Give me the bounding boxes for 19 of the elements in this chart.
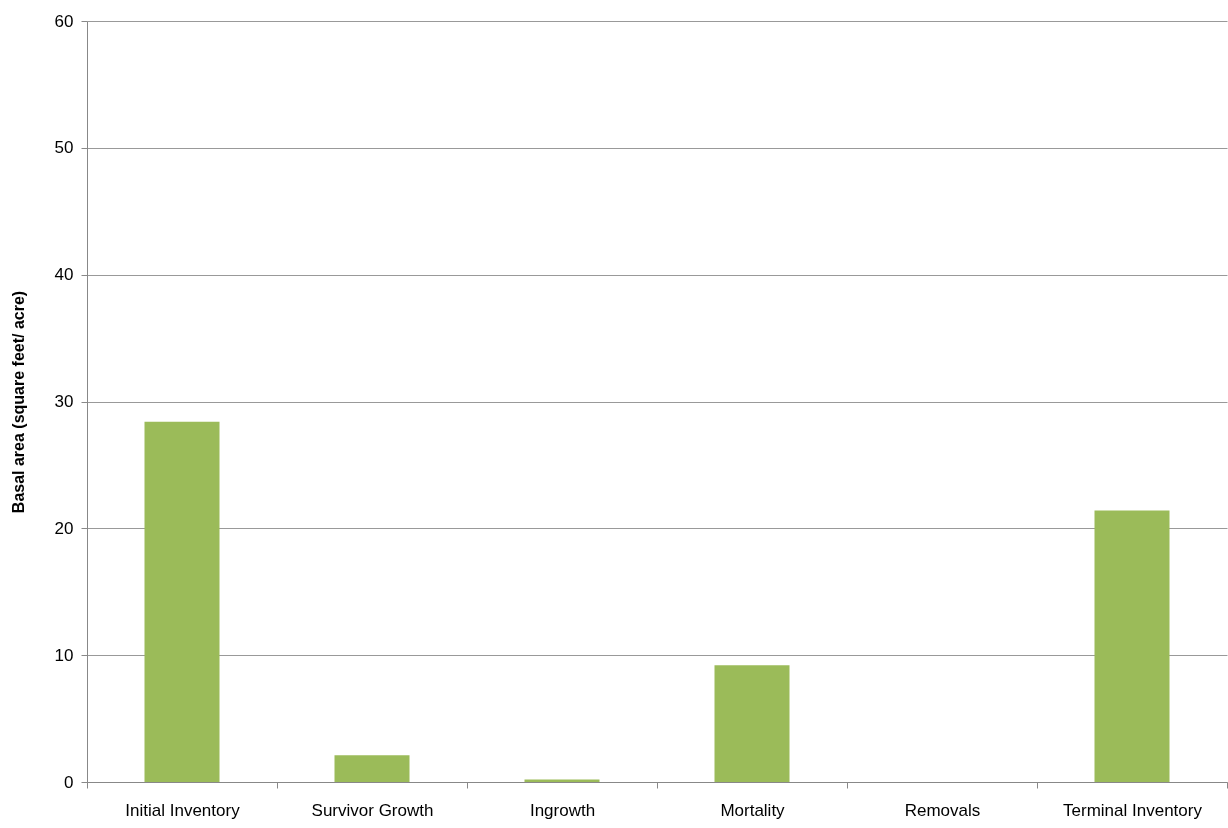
y-tick-label: 60 bbox=[54, 11, 74, 31]
x-tick-label: Initial Inventory bbox=[125, 800, 241, 820]
y-axis-title: Basal area (square feet/ acre) bbox=[9, 290, 27, 514]
x-tick-label: Ingrowth bbox=[529, 800, 596, 820]
bar bbox=[1094, 510, 1170, 782]
x-tick-label: Survivor Growth bbox=[311, 800, 434, 820]
y-tick-label: 50 bbox=[54, 138, 74, 158]
y-tick-label: 40 bbox=[54, 265, 74, 285]
x-tick-label: Terminal Inventory bbox=[1063, 800, 1203, 820]
bar bbox=[144, 421, 220, 782]
bar bbox=[714, 665, 790, 782]
bar bbox=[334, 755, 410, 782]
y-tick-label: 0 bbox=[64, 772, 74, 792]
y-tick-label: 30 bbox=[54, 392, 74, 411]
x-tick-label: Removals bbox=[904, 800, 981, 820]
y-tick-label: 20 bbox=[54, 518, 74, 538]
x-tick-label: Mortality bbox=[720, 800, 786, 820]
y-tick-label: 10 bbox=[54, 645, 74, 665]
bar bbox=[524, 779, 600, 782]
